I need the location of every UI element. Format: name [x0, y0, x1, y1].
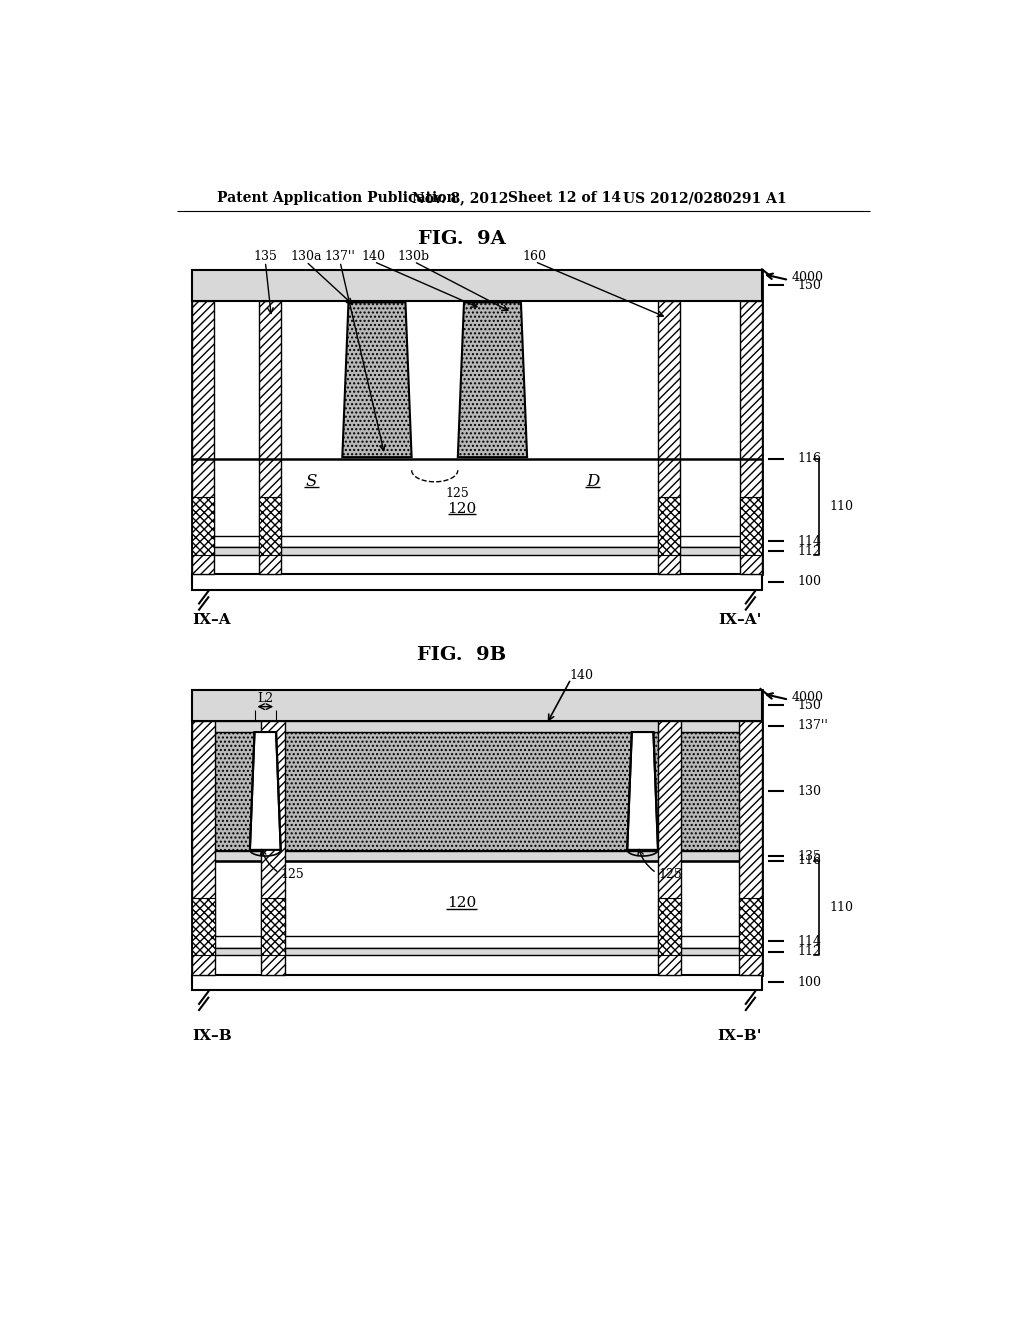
Text: 130: 130 — [798, 785, 821, 797]
Bar — [261, 898, 285, 956]
Bar — [261, 721, 285, 974]
Bar — [193, 689, 762, 974]
Bar — [658, 301, 680, 574]
Bar — [740, 301, 762, 574]
Text: FIG.  9B: FIG. 9B — [417, 645, 506, 664]
Bar — [739, 898, 762, 956]
Bar — [193, 536, 762, 548]
Bar — [193, 948, 762, 956]
Bar — [193, 733, 762, 851]
Text: 130b: 130b — [398, 251, 430, 264]
Bar — [739, 721, 762, 974]
Text: 150: 150 — [798, 279, 821, 292]
Text: 125: 125 — [658, 869, 682, 880]
Text: FIG.  9A: FIG. 9A — [418, 230, 506, 248]
Bar — [193, 301, 214, 574]
Text: 112: 112 — [798, 945, 821, 958]
Text: 114: 114 — [798, 935, 821, 948]
Bar — [193, 974, 762, 990]
Text: 120: 120 — [447, 896, 476, 909]
Bar — [193, 721, 215, 974]
Text: 114: 114 — [798, 535, 821, 548]
Text: 120: 120 — [447, 502, 476, 516]
Bar — [193, 721, 762, 733]
Bar — [193, 271, 762, 301]
Bar — [193, 689, 762, 721]
Bar — [193, 898, 215, 956]
Bar — [259, 498, 281, 554]
Bar — [658, 721, 681, 974]
Text: IX–B': IX–B' — [718, 1030, 762, 1043]
Text: 135: 135 — [798, 850, 821, 862]
Bar — [658, 898, 681, 956]
Text: 150: 150 — [798, 698, 821, 711]
Text: 140: 140 — [361, 251, 386, 264]
Text: 4000: 4000 — [792, 271, 823, 284]
Text: 135: 135 — [253, 251, 278, 264]
Text: L2: L2 — [257, 693, 273, 705]
Polygon shape — [458, 302, 527, 457]
Text: 110: 110 — [829, 902, 854, 915]
Text: 100: 100 — [798, 975, 821, 989]
Bar — [193, 548, 762, 554]
Text: 100: 100 — [798, 576, 821, 589]
Bar — [740, 498, 762, 554]
Text: IX–B: IX–B — [193, 1030, 231, 1043]
Polygon shape — [628, 733, 658, 850]
Bar — [658, 498, 680, 554]
Text: 140: 140 — [569, 669, 594, 682]
Text: IX–A: IX–A — [193, 614, 230, 627]
Text: 137'': 137'' — [798, 719, 828, 733]
Text: US 2012/0280291 A1: US 2012/0280291 A1 — [624, 191, 787, 206]
Bar — [193, 498, 214, 554]
Text: 4000: 4000 — [792, 690, 823, 704]
Text: 160: 160 — [523, 251, 547, 264]
Text: 116: 116 — [798, 453, 821, 465]
Bar — [259, 301, 281, 574]
Text: 125: 125 — [281, 869, 304, 880]
Text: Sheet 12 of 14: Sheet 12 of 14 — [508, 191, 621, 206]
Text: 112: 112 — [798, 545, 821, 557]
Text: 116: 116 — [798, 854, 821, 867]
Text: 110: 110 — [829, 500, 854, 513]
Polygon shape — [250, 733, 281, 850]
Bar — [193, 574, 762, 590]
Bar — [193, 271, 762, 574]
Text: 125: 125 — [445, 487, 470, 500]
Bar — [193, 851, 762, 861]
Text: D: D — [586, 474, 599, 490]
Polygon shape — [342, 302, 412, 457]
Text: Patent Application Publication: Patent Application Publication — [217, 191, 457, 206]
Text: 137'': 137'' — [325, 251, 355, 264]
Text: 130a: 130a — [291, 251, 322, 264]
Text: S: S — [306, 474, 317, 490]
Text: IX–A': IX–A' — [719, 614, 762, 627]
Text: Nov. 8, 2012: Nov. 8, 2012 — [412, 191, 508, 206]
Bar — [193, 936, 762, 948]
